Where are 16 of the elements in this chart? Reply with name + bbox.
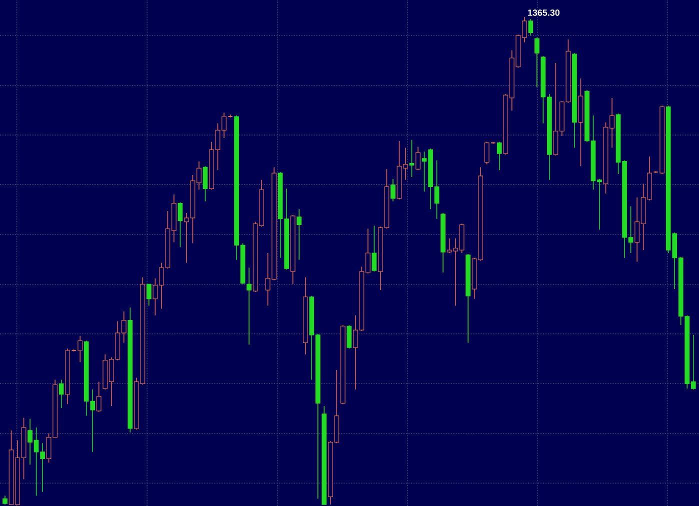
candlestick <box>372 225 377 272</box>
candlestick <box>496 141 502 171</box>
candlestick <box>58 379 64 408</box>
candlestick <box>96 381 102 412</box>
candlestick <box>409 140 414 178</box>
candlestick <box>202 166 208 202</box>
candlestick <box>178 202 183 248</box>
candlestick <box>390 178 396 202</box>
candlestick <box>528 18 534 36</box>
text: 1365.30 <box>528 9 560 16</box>
candlestick <box>246 267 252 346</box>
candlestick <box>416 146 420 171</box>
candlestick <box>346 324 352 349</box>
candlestick <box>296 208 302 260</box>
candlestick <box>534 37 540 88</box>
candlestick <box>146 284 152 306</box>
